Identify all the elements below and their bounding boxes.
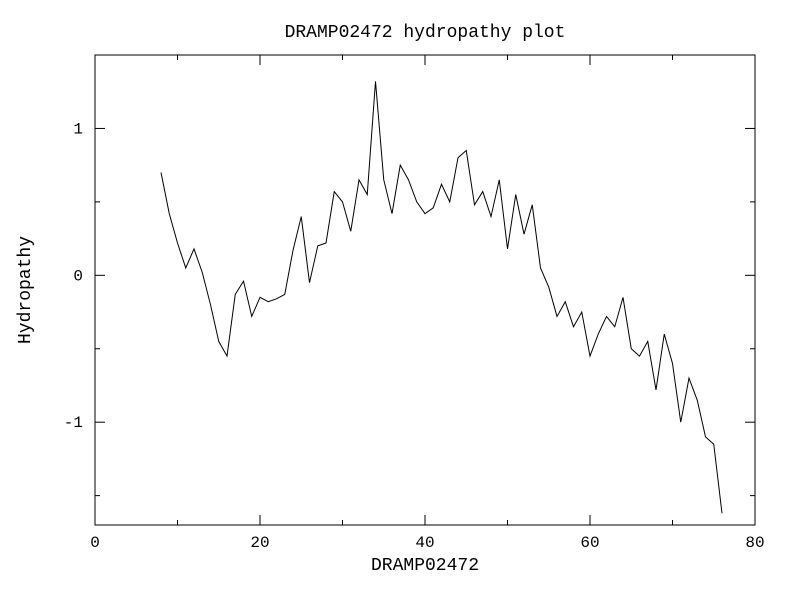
chart-title: DRAMP02472 hydropathy plot (285, 23, 566, 43)
x-tick-label: 80 (745, 534, 764, 552)
x-tick-label: 20 (250, 534, 269, 552)
y-tick-label: 1 (73, 120, 83, 138)
x-tick-label: 0 (90, 534, 100, 552)
y-axis-label: Hydropathy (16, 236, 36, 344)
y-tick-label: -1 (64, 414, 83, 432)
hydropathy-chart: 0 20 40 60 80 -1 0 1 DRAMP02472 hydropathy plot D… (0, 0, 800, 600)
x-axis-label: DRAMP02472 (371, 556, 479, 576)
x-tick-label: 60 (580, 534, 599, 552)
y-tick-label: 0 (73, 267, 83, 285)
chart-svg: 0 20 40 60 80 -1 0 1 DRAMP02472 hydropathy plot D… (0, 0, 800, 600)
x-tick-label: 40 (415, 534, 434, 552)
